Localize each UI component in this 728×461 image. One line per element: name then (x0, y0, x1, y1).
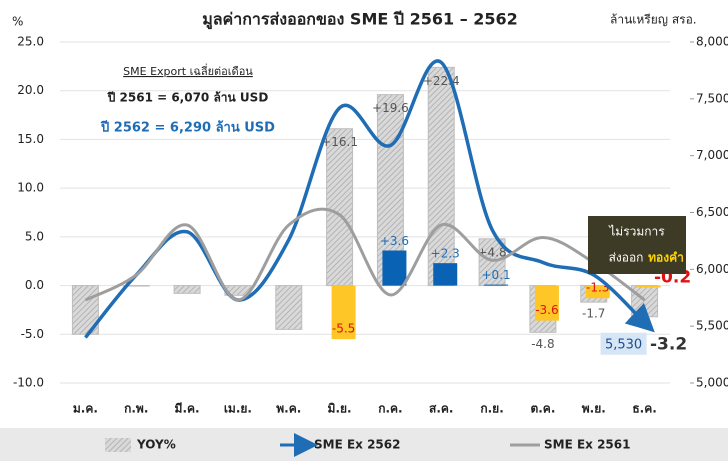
bar (173, 285, 201, 294)
x-tick-label: มี.ค. (175, 402, 200, 416)
y2-tick-label: 8,000 (696, 35, 728, 49)
data-label: +0.1 (482, 268, 511, 282)
x-tick-label: ก.ย. (480, 402, 503, 416)
bar (585, 285, 610, 299)
bar (331, 285, 356, 340)
x-tick-label: ต.ค. (530, 402, 555, 416)
data-label: 5,530 (605, 337, 642, 352)
data-label: +19.6 (372, 101, 409, 115)
y2-tick-label: 5,000 (696, 376, 728, 390)
bar (433, 263, 458, 286)
chart-title: มูลค่าการส่งออกของ SME ปี 2561 – 2562 (202, 10, 518, 31)
data-label: +3.6 (380, 234, 409, 248)
x-tick-label: ส.ค. (429, 402, 453, 416)
bar (478, 238, 506, 287)
y-tick-label: 20.0 (17, 83, 44, 97)
legend-label: SME Ex 2561 (544, 438, 630, 452)
y-tick-label: -10.0 (13, 376, 44, 390)
x-tick-label: พ.ค. (276, 402, 301, 416)
y2-tick-label: 7,500 (696, 91, 728, 105)
x-tick-label: พ.ย. (582, 402, 606, 416)
bar (275, 285, 303, 330)
y-tick-label: 10.0 (17, 181, 44, 195)
bar (122, 285, 150, 287)
x-tick-label: ก.พ. (124, 402, 148, 416)
bar (484, 284, 509, 286)
bar (534, 285, 559, 321)
y2-axis-label: ล้านเหรียญ สรอ. (610, 13, 697, 27)
annotation: ไม่รวมการ (608, 225, 665, 239)
data-label: +2.3 (431, 247, 460, 261)
data-label: -5.5 (332, 322, 355, 336)
annotation-box (588, 216, 686, 274)
y-tick-label: 15.0 (17, 132, 44, 146)
bar (326, 128, 354, 287)
y-tick-label: -5.0 (21, 327, 44, 341)
annotation: ส่งออก (609, 251, 644, 265)
plot: -10.0 -5.0 0.0 5.0 10.0 15.0 20.0 25.0 5,000 5,50… (13, 35, 728, 416)
line (84, 207, 646, 302)
legend-swatch (105, 438, 131, 452)
data-label: -3.6 (535, 303, 558, 317)
x-tick-label: ธ.ค. (632, 402, 656, 416)
annotation: ปี 2562 = 6,290 ล้าน USD (100, 120, 275, 136)
y-tick-label: 25.0 (17, 35, 44, 49)
x-tick-label: ม.ค. (73, 402, 98, 416)
y2-tick-label: 5,500 (696, 319, 728, 333)
y-tick-label: 5.0 (25, 229, 44, 243)
legend-label: YOY% (136, 438, 176, 452)
line (84, 59, 655, 339)
label-box (600, 332, 647, 355)
annotation: ทองคำ (648, 251, 684, 265)
y2-tick-label: 7,000 (696, 148, 728, 162)
y-tick-label: 0.0 (25, 278, 44, 292)
x-tick-label: เม.ย. (224, 402, 252, 416)
y2-tick-label: 6,500 (696, 205, 728, 219)
annotation: SME Export เฉลี่ยต่อเดือน (123, 63, 253, 78)
x-tick-label: มิ.ย. (328, 402, 352, 416)
bar (636, 285, 661, 288)
bar (382, 250, 407, 286)
data-label: -4.8 (531, 337, 554, 351)
y2-tick-label: 6,000 (696, 262, 728, 276)
data-label: -1.7 (582, 307, 605, 321)
y-axis-label: % (12, 15, 23, 29)
x-tick-label: ก.ค. (378, 402, 402, 416)
data-label: +16.1 (321, 135, 358, 149)
bar (427, 66, 455, 287)
annotation: ปี 2561 = 6,070 ล้าน USD (107, 91, 268, 105)
data-label: -3.2 (650, 335, 687, 355)
legend-label: SME Ex 2562 (314, 438, 400, 452)
